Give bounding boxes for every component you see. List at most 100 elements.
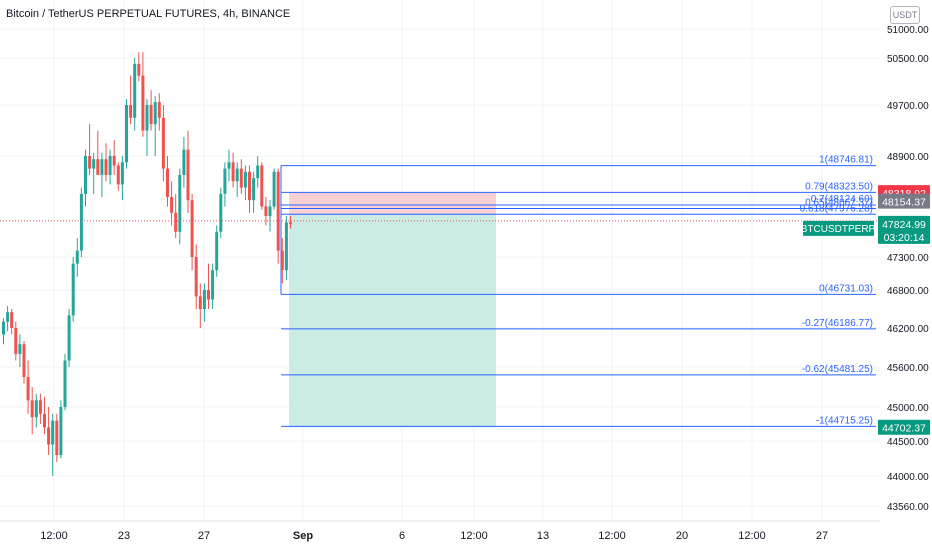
candle-down bbox=[174, 212, 178, 232]
candle-down bbox=[149, 105, 153, 125]
candle-up bbox=[219, 193, 223, 232]
candle-up bbox=[153, 102, 157, 125]
candle-up bbox=[34, 400, 38, 418]
current-price-tag-text: 47824.99 bbox=[882, 219, 926, 231]
candle-up bbox=[145, 105, 149, 131]
current-price-tag-text: 03:20:14 bbox=[884, 232, 925, 244]
candle-down bbox=[207, 290, 210, 300]
price-tick-label: 43560.00 bbox=[887, 502, 929, 513]
candle-up bbox=[133, 63, 137, 118]
symbol-tag bbox=[803, 220, 874, 236]
candle-down bbox=[96, 159, 100, 175]
time-tick-label: 12:00 bbox=[598, 530, 626, 542]
price-axis[interactable]: 51000.00 50500.00 49700.00 48900.00 47300.00… bbox=[880, 0, 932, 550]
time-tick-label: 27 bbox=[816, 530, 828, 542]
candle-down bbox=[22, 344, 26, 377]
price-axis-labels: 48318.9248154.3747824.9903:20:1444702.37… bbox=[801, 185, 930, 435]
time-tick-label: 12:00 bbox=[40, 530, 68, 542]
fib-level-label: 0.79(48323.50) bbox=[805, 181, 873, 192]
candle-up bbox=[284, 222, 288, 271]
fib-level-label: 0(46731.03) bbox=[819, 283, 873, 294]
candle-down bbox=[280, 250, 284, 271]
candle-up bbox=[211, 270, 215, 300]
price-axis-background bbox=[880, 0, 932, 550]
fib-retracement-tool[interactable]: 1(48746.81) 0.79(48323.50) 0.7(48124.60)0.… bbox=[280, 155, 876, 427]
fib-level-label: 0.618(47976.28) bbox=[800, 203, 873, 214]
stop-loss-zone bbox=[289, 192, 496, 215]
candle-down bbox=[55, 420, 59, 455]
candle-down bbox=[38, 400, 42, 414]
price-tick-label: 49700.00 bbox=[887, 101, 929, 112]
candle-up bbox=[71, 263, 75, 316]
candle-down bbox=[194, 257, 198, 297]
candle-up bbox=[202, 290, 206, 309]
price-tick-label: 48900.00 bbox=[887, 152, 929, 163]
fib-level-label: 0.7(48124.60) bbox=[811, 194, 873, 205]
candle-down bbox=[30, 400, 34, 418]
fib-level-label: 0.65(48067.37) bbox=[805, 198, 873, 209]
time-tick-label: Sep bbox=[293, 530, 313, 542]
candle-up bbox=[268, 206, 272, 216]
candle-up bbox=[178, 174, 182, 232]
candle-up bbox=[182, 149, 186, 175]
candle-up bbox=[18, 344, 22, 354]
candle-down bbox=[190, 200, 194, 257]
candle-down bbox=[161, 117, 165, 169]
time-tick-label: 13 bbox=[537, 530, 549, 542]
time-axis[interactable]: 12:00 23 27 Sep 6 12:00 13 12:00 20 12:00 27 bbox=[0, 520, 880, 542]
candle-down bbox=[166, 168, 169, 198]
current-price-tag bbox=[878, 215, 930, 244]
candle-down bbox=[157, 102, 161, 118]
candle-down bbox=[129, 105, 133, 118]
candle-up bbox=[108, 156, 112, 175]
candle-series bbox=[2, 52, 292, 476]
candle-up bbox=[215, 231, 219, 271]
target-price-tag bbox=[878, 419, 930, 435]
candle-down bbox=[289, 222, 292, 224]
candle-up bbox=[2, 321, 5, 335]
short-position-tool[interactable] bbox=[289, 192, 496, 428]
entry-price-tag-text: 48154.37 bbox=[882, 197, 926, 209]
candle-down bbox=[116, 165, 120, 185]
candle-down bbox=[170, 197, 174, 213]
price-tick-label: 50500.00 bbox=[887, 54, 929, 65]
candle-up bbox=[84, 156, 87, 194]
candle-up bbox=[227, 162, 231, 169]
candle-up bbox=[79, 193, 83, 251]
fib-level-label: -0.27(46186.77) bbox=[802, 318, 873, 329]
currency-button[interactable]: USDT bbox=[890, 6, 920, 24]
price-tick-label: 46800.00 bbox=[887, 286, 929, 297]
price-tick-label: 47300.00 bbox=[887, 253, 929, 264]
candle-up bbox=[6, 312, 10, 322]
candle-down bbox=[88, 156, 92, 169]
candle-down bbox=[112, 156, 116, 166]
candle-down bbox=[10, 312, 14, 328]
candle-up bbox=[51, 420, 55, 445]
price-tick-label: 45000.00 bbox=[887, 403, 929, 414]
time-tick-label: 12:00 bbox=[738, 530, 766, 542]
candle-up bbox=[125, 105, 128, 163]
candle-up bbox=[243, 171, 247, 188]
candle-down bbox=[14, 328, 18, 354]
candle-up bbox=[100, 159, 104, 175]
time-tick-label: 6 bbox=[399, 530, 405, 542]
candle-up bbox=[75, 250, 79, 264]
candle-down bbox=[47, 427, 51, 445]
candle-up bbox=[235, 168, 239, 182]
time-tick-label: 20 bbox=[676, 530, 688, 542]
fib-level-label: -1(44715.25) bbox=[816, 415, 873, 426]
candle-down bbox=[43, 413, 46, 428]
candle-up bbox=[92, 159, 96, 169]
target-price-tag-text: 44702.37 bbox=[882, 423, 926, 435]
take-profit-zone bbox=[289, 214, 496, 428]
candle-down bbox=[26, 377, 30, 401]
candle-down bbox=[186, 149, 190, 201]
price-tick-label: 45600.00 bbox=[887, 363, 929, 374]
price-tick-label: 44000.00 bbox=[887, 472, 929, 483]
candle-down bbox=[231, 162, 235, 182]
entry-price-tag bbox=[878, 193, 930, 209]
price-tick-label: 46200.00 bbox=[887, 324, 929, 335]
price-tick-label: 44500.00 bbox=[887, 437, 929, 448]
